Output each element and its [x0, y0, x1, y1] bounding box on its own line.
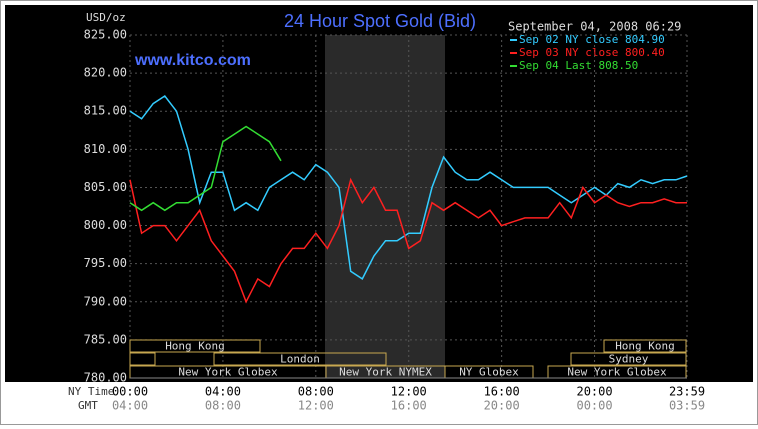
session-label: New York NYMEX	[339, 366, 432, 379]
x2-tick-label: 04:00	[112, 399, 148, 413]
session-label: New York Globex	[178, 366, 278, 379]
annotation: www.kitco.com	[134, 52, 251, 69]
y-tick-label: 825.00	[84, 28, 127, 42]
y-tick-label: 800.00	[84, 218, 127, 232]
session-label: NY Globex	[459, 366, 519, 379]
subtitle: September 04, 2008 06:29	[508, 20, 681, 34]
series-line	[129, 94, 688, 280]
legend-label: Sep 02 NY close 804.90	[519, 33, 665, 46]
y-tick-label: 795.00	[84, 256, 127, 270]
x-tick-label: 00:00	[112, 385, 148, 399]
session-label: Hong Kong	[615, 340, 675, 353]
session-box	[570, 352, 687, 366]
chart-title: 24 Hour Spot Gold (Bid)	[284, 11, 476, 31]
session-box	[213, 352, 387, 366]
session-label: Sydney	[609, 353, 649, 366]
x-tick-label: 20:00	[576, 385, 612, 399]
x2-tick-label: 08:00	[205, 399, 241, 413]
y-tick-label: 815.00	[84, 104, 127, 118]
legend-label: Sep 04 Last 808.50	[519, 59, 638, 72]
session-label: Hong Kong	[165, 340, 225, 353]
series-line	[129, 125, 282, 212]
session-box	[603, 339, 687, 353]
x2-tick-label: 20:00	[484, 399, 520, 413]
x-tick-label: 23:59	[669, 385, 705, 399]
x-tick-label: 08:00	[298, 385, 334, 399]
y-tick-label: 780.00	[84, 371, 127, 385]
x-axis-label: NY Time	[68, 385, 114, 398]
y-tick-label: 820.00	[84, 66, 127, 80]
x2-tick-label: 12:00	[298, 399, 334, 413]
x2-axis-label: GMT	[78, 399, 98, 412]
session-box	[129, 352, 156, 366]
session-label: New York Globex	[567, 366, 667, 379]
y-tick-label: 805.00	[84, 180, 127, 194]
legend-label: Sep 03 NY close 800.40	[519, 46, 665, 59]
nymex-shade	[325, 35, 445, 378]
x-tick-label: 16:00	[484, 385, 520, 399]
x2-tick-label: 03:59	[669, 399, 705, 413]
x-tick-label: 12:00	[391, 385, 427, 399]
y-tick-label: 810.00	[84, 142, 127, 156]
session-label: London	[280, 353, 320, 366]
y-axis-label: USD/oz	[86, 11, 126, 24]
x-tick-label: 04:00	[205, 385, 241, 399]
y-tick-label: 790.00	[84, 294, 127, 308]
x2-tick-label: 00:00	[576, 399, 612, 413]
session-box	[129, 339, 261, 353]
x2-tick-label: 16:00	[391, 399, 427, 413]
y-tick-label: 785.00	[84, 332, 127, 346]
series-line	[129, 177, 687, 304]
